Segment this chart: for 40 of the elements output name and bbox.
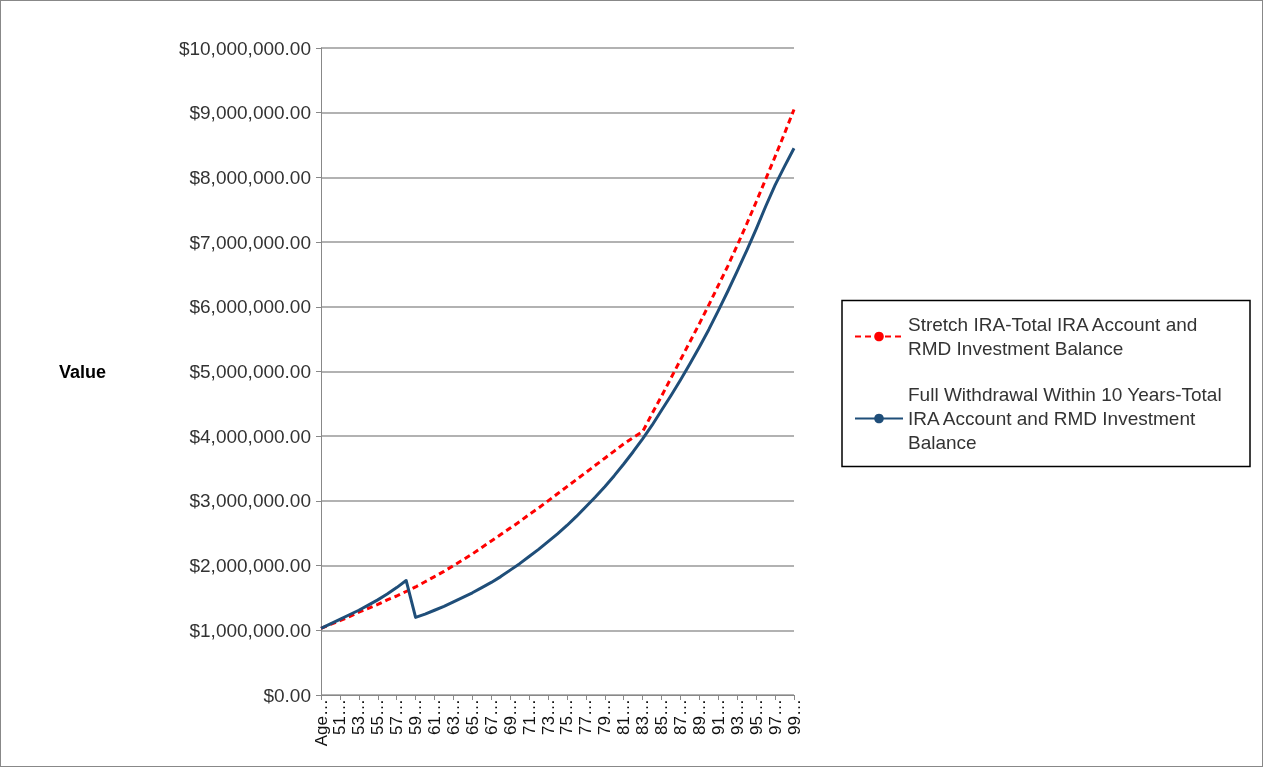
y-axis-title: Value bbox=[58, 361, 106, 382]
x-tick-label: 89… bbox=[689, 699, 709, 735]
x-tick-label: 55… bbox=[368, 699, 388, 735]
y-tick-label: $1,000,000.00 bbox=[189, 619, 311, 641]
y-tick-label: $3,000,000.00 bbox=[189, 490, 311, 512]
y-tick-label: $6,000,000.00 bbox=[189, 296, 311, 318]
y-tick-label: $2,000,000.00 bbox=[189, 555, 311, 577]
y-tick-label: $10,000,000.00 bbox=[178, 37, 311, 59]
x-tick-label: 65… bbox=[462, 699, 482, 735]
x-tick-label: 67… bbox=[481, 699, 501, 735]
x-tick-label: 79… bbox=[595, 699, 615, 735]
x-tick-label: 91… bbox=[708, 699, 728, 735]
x-tick-label: 71… bbox=[519, 699, 539, 735]
x-tick-label: 81… bbox=[614, 699, 634, 735]
x-tick-label: 75… bbox=[557, 699, 577, 735]
x-tick-label: Age… bbox=[311, 699, 331, 747]
x-tick-label: 93… bbox=[727, 699, 747, 735]
y-tick-label: $5,000,000.00 bbox=[189, 361, 311, 382]
x-tick-label: 83… bbox=[633, 699, 653, 735]
y-tick-label: $9,000,000.00 bbox=[189, 102, 311, 124]
x-tick-label: 69… bbox=[500, 699, 520, 735]
x-tick-label: 63… bbox=[443, 699, 463, 735]
x-tick-label: 85… bbox=[652, 699, 672, 735]
x-tick-label: 95… bbox=[746, 699, 766, 735]
x-tick-label: 61… bbox=[425, 699, 445, 735]
legend-label: Stretch IRA-Total IRA Account and RMD Investment Balance bbox=[908, 314, 1203, 359]
x-tick-label: 77… bbox=[576, 699, 596, 735]
x-tick-label: 53… bbox=[349, 699, 369, 735]
y-tick-label: $7,000,000.00 bbox=[189, 231, 311, 253]
x-tick-label: 87… bbox=[670, 699, 690, 735]
y-tick-label: $0.00 bbox=[263, 684, 311, 706]
x-tick-label: 73… bbox=[538, 699, 558, 735]
legend-label: Full Withdrawal Within 10 Years-Total IRA Account and RMD Investment Balance bbox=[908, 384, 1227, 453]
y-tick-label: $4,000,000.00 bbox=[189, 425, 311, 447]
y-tick-label: $8,000,000.00 bbox=[189, 166, 311, 188]
x-tick-label: 57… bbox=[387, 699, 407, 735]
x-tick-label: 97… bbox=[765, 699, 785, 735]
x-tick-label: 99… bbox=[784, 699, 804, 735]
x-tick-label: 51… bbox=[330, 699, 350, 735]
x-tick-label: 59… bbox=[406, 699, 426, 735]
